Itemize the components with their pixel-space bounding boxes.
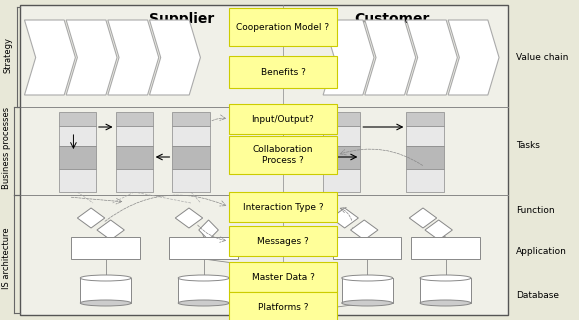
- Polygon shape: [78, 208, 105, 228]
- Text: Strategy: Strategy: [3, 37, 12, 73]
- Bar: [323, 126, 360, 147]
- Polygon shape: [323, 20, 374, 95]
- Text: Application: Application: [516, 247, 567, 257]
- Bar: [229, 8, 337, 46]
- Bar: [178, 278, 229, 303]
- Bar: [58, 169, 96, 192]
- Polygon shape: [108, 20, 159, 95]
- Polygon shape: [199, 220, 218, 240]
- Bar: [116, 169, 153, 192]
- Bar: [229, 262, 337, 292]
- Polygon shape: [66, 20, 117, 95]
- Ellipse shape: [178, 300, 229, 306]
- Bar: [333, 237, 401, 259]
- Bar: [170, 237, 238, 259]
- Polygon shape: [350, 220, 378, 240]
- Text: Messages ?: Messages ?: [257, 236, 309, 245]
- Bar: [229, 226, 337, 256]
- Text: Input/Output?: Input/Output?: [252, 115, 314, 124]
- Polygon shape: [406, 20, 457, 95]
- Polygon shape: [409, 208, 437, 228]
- Polygon shape: [331, 208, 358, 228]
- Ellipse shape: [80, 275, 131, 281]
- Bar: [406, 126, 444, 147]
- Polygon shape: [175, 208, 203, 228]
- Bar: [323, 169, 360, 192]
- Text: Supplier: Supplier: [149, 12, 214, 26]
- Bar: [229, 104, 337, 134]
- Bar: [58, 126, 96, 147]
- Ellipse shape: [420, 275, 471, 281]
- Bar: [229, 292, 337, 320]
- Text: Business processes: Business processes: [2, 107, 12, 189]
- Text: Cooperation Model ?: Cooperation Model ?: [236, 22, 329, 31]
- Text: Platforms ?: Platforms ?: [258, 302, 308, 311]
- Bar: [420, 278, 471, 303]
- Bar: [116, 126, 153, 147]
- Bar: [20, 5, 508, 315]
- Bar: [71, 237, 140, 259]
- Text: Benefits ?: Benefits ?: [261, 68, 305, 76]
- Bar: [58, 112, 96, 126]
- Polygon shape: [97, 220, 124, 240]
- Bar: [58, 147, 96, 169]
- Bar: [342, 278, 393, 303]
- Text: IS architecture: IS architecture: [2, 227, 12, 289]
- Bar: [406, 112, 444, 126]
- Polygon shape: [149, 20, 200, 95]
- Bar: [229, 192, 337, 222]
- Bar: [229, 56, 337, 88]
- Ellipse shape: [420, 300, 471, 306]
- Bar: [406, 147, 444, 169]
- Bar: [323, 147, 360, 169]
- Text: Value chain: Value chain: [516, 52, 569, 61]
- Polygon shape: [425, 220, 452, 240]
- Text: Database: Database: [516, 291, 559, 300]
- Text: Function: Function: [516, 205, 555, 214]
- Text: Master Data ?: Master Data ?: [251, 273, 314, 282]
- Text: Collaboration
Process ?: Collaboration Process ?: [252, 145, 313, 165]
- Bar: [323, 112, 360, 126]
- Bar: [116, 147, 153, 169]
- Text: Interaction Type ?: Interaction Type ?: [243, 203, 323, 212]
- Polygon shape: [448, 20, 499, 95]
- Bar: [173, 112, 210, 126]
- Bar: [406, 169, 444, 192]
- Ellipse shape: [342, 300, 393, 306]
- Bar: [173, 169, 210, 192]
- Bar: [173, 147, 210, 169]
- Polygon shape: [365, 20, 416, 95]
- Polygon shape: [24, 20, 75, 95]
- Bar: [116, 112, 153, 126]
- Ellipse shape: [178, 275, 229, 281]
- Text: Tasks: Tasks: [516, 140, 540, 149]
- Bar: [173, 126, 210, 147]
- Bar: [80, 278, 131, 303]
- Bar: [229, 136, 337, 174]
- Ellipse shape: [80, 300, 131, 306]
- Bar: [411, 237, 480, 259]
- Ellipse shape: [342, 275, 393, 281]
- Text: Customer: Customer: [354, 12, 430, 26]
